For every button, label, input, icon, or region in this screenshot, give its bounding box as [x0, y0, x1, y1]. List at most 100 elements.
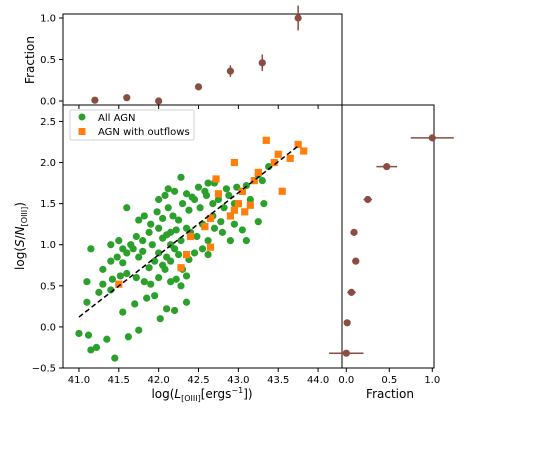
all-agn-point [140, 278, 148, 286]
all-agn-point [156, 315, 164, 323]
all-agn-point [214, 195, 223, 204]
top-y-tick-label: 0.5 [40, 55, 56, 66]
all-agn-point [177, 282, 185, 290]
right-fraction-point [383, 163, 391, 171]
main-y-label: log(S/N[OIII]) [13, 202, 29, 270]
all-agn-point [143, 294, 151, 302]
y-tick-label: 2.5 [40, 117, 56, 128]
top-panel-frame [62, 13, 343, 106]
right-fraction-point [428, 134, 436, 142]
top-fraction-point [226, 67, 234, 75]
main-panel: 41.0 41.5 42.0 42.5 43.0 43.5 44.0 −0.5 0.0 0.5 1… [13, 104, 343, 403]
right-fraction-point [342, 349, 350, 357]
outflow-agn-point [230, 206, 238, 214]
all-agn-point [119, 259, 127, 267]
all-agn-point [116, 272, 124, 280]
x-tick-label: 41.5 [108, 375, 130, 386]
all-agn-point [155, 273, 163, 282]
outflow-agn-point [206, 214, 215, 223]
all-agn-point [204, 250, 212, 259]
legend: All AGN AGN with outflows [69, 109, 195, 141]
all-agn-point [238, 226, 246, 234]
x-tick-label: 44.0 [307, 375, 329, 386]
right-fraction-point [347, 288, 356, 296]
all-agn-point [222, 185, 231, 193]
all-agn-point [226, 237, 234, 245]
all-agn-point [145, 228, 153, 236]
all-agn-point [174, 216, 183, 224]
all-agn-point [182, 190, 191, 198]
all-agn-point [140, 212, 148, 220]
all-agn-point [83, 298, 91, 306]
all-agn-point [209, 200, 217, 208]
outflow-agn-point [254, 168, 262, 176]
outflow-agn-point [201, 223, 209, 231]
legend-label-all-agn: All AGN [98, 113, 135, 124]
legend-label-outflows: AGN with outflows [98, 127, 190, 138]
all-agn-point [119, 245, 127, 253]
y-tick-label: 0.5 [40, 281, 56, 292]
all-agn-point [99, 265, 107, 273]
all-agn-point [113, 253, 121, 261]
top-fraction-point [258, 59, 266, 67]
all-agn-point [87, 245, 95, 253]
outflow-agn-point [226, 212, 234, 220]
outflow-agn-point [177, 264, 185, 272]
all-agn-point [246, 195, 254, 204]
top-panel-y-label: Fraction [23, 36, 37, 84]
right-fraction-point [352, 257, 360, 265]
all-agn-point [260, 200, 268, 208]
all-agn-point [155, 195, 163, 204]
right-x-tick-label: 0.0 [338, 375, 354, 386]
outflow-agn-point [115, 280, 123, 288]
right-panel: 0.0 0.5 1.0 Fraction [329, 104, 454, 401]
all-agn-point [147, 220, 155, 228]
all-agn-point [115, 237, 123, 245]
all-agn-point [95, 288, 103, 296]
all-agn-point [190, 249, 199, 257]
top-panel-y-ticks: 0.0 0.5 1.0 [40, 14, 63, 108]
all-agn-point [182, 298, 191, 306]
outflow-agn-point [230, 158, 238, 167]
x-tick-label: 43.0 [227, 375, 249, 386]
all-agn-point [75, 329, 83, 338]
all-agn-point [182, 272, 191, 280]
all-agn-point [124, 333, 132, 341]
all-agn-point [103, 335, 111, 343]
all-agn-point [196, 204, 204, 212]
all-agn-point [87, 346, 95, 354]
all-agn-point [258, 177, 266, 185]
all-agn-point [155, 249, 163, 257]
all-agn-point [151, 292, 159, 300]
outflow-agn-points [115, 136, 308, 288]
all-agn-point [218, 228, 227, 236]
all-agn-point [174, 250, 183, 259]
all-agn-point [132, 232, 140, 241]
all-agn-points [75, 163, 273, 362]
outflow-agn-point [206, 243, 215, 251]
top-fraction-point [294, 14, 302, 22]
outflow-agn-point [286, 154, 294, 163]
right-x-tick-label: 0.5 [381, 375, 397, 386]
top-panel: 0.0 0.5 1.0 Fraction [23, 5, 343, 108]
all-agn-point [135, 253, 143, 261]
all-agn-point [148, 241, 156, 249]
main-panel-y-ticks: −0.5 0.0 0.5 1.0 1.5 2.0 2.5 [32, 117, 342, 375]
outflow-agn-point [182, 250, 191, 259]
main-x-label: log(L[OIII][ergs−1]) [151, 386, 252, 403]
all-agn-point [145, 264, 153, 272]
all-agn-point [135, 326, 143, 334]
all-agn-point [217, 218, 225, 226]
all-agn-point [108, 275, 117, 283]
all-agn-point [171, 187, 179, 195]
all-agn-point [163, 305, 171, 313]
all-agn-point [161, 191, 169, 200]
y-tick-label: −0.5 [32, 364, 56, 375]
outflow-agn-point [250, 177, 258, 185]
top-y-tick-label: 0.0 [40, 97, 56, 108]
all-agn-point [123, 269, 131, 278]
x-tick-label: 43.5 [267, 375, 289, 386]
all-agn-point [123, 204, 131, 212]
all-agn-point [153, 208, 161, 216]
outflow-agn-point [270, 158, 278, 167]
